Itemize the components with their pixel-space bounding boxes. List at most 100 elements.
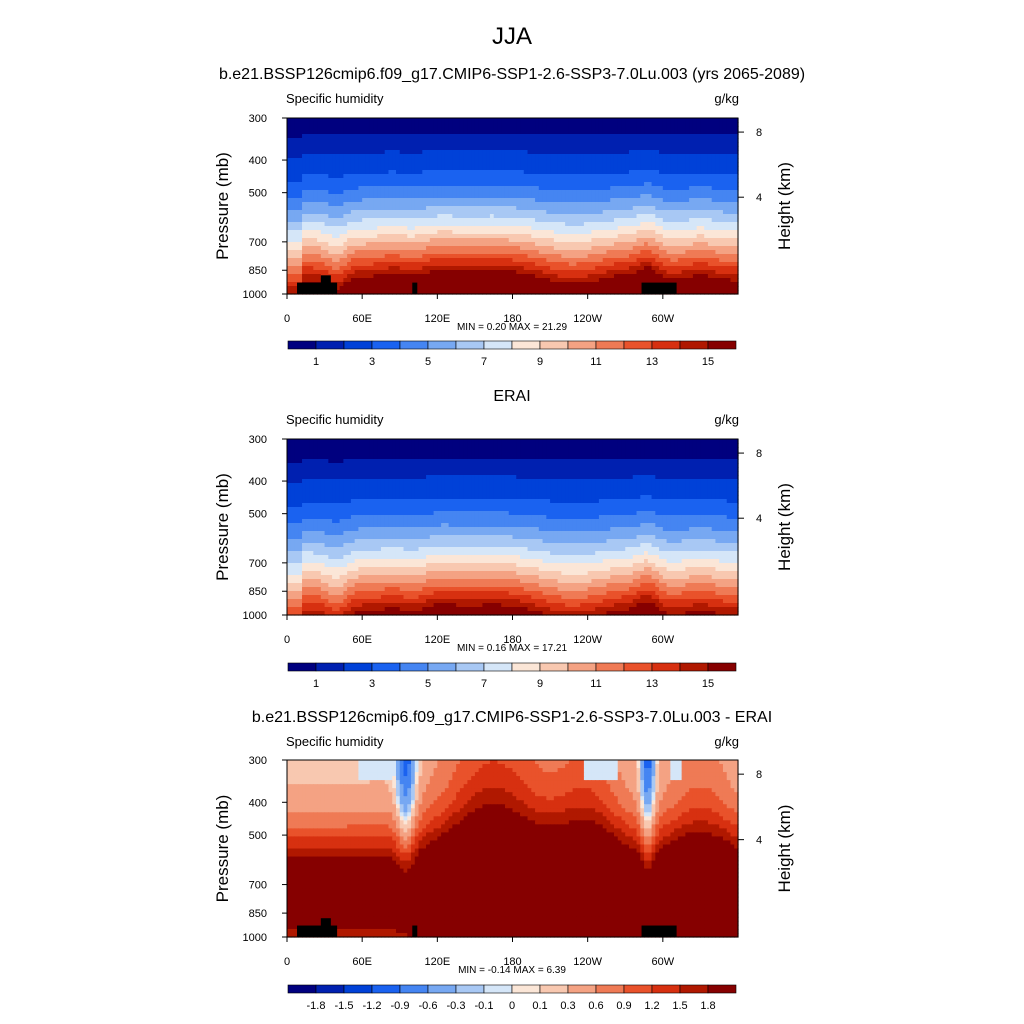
heatmap-cell <box>662 222 668 227</box>
heatmap-cell <box>358 166 363 171</box>
heatmap-cell <box>583 266 589 271</box>
heatmap-cell <box>365 194 371 199</box>
heatmap-cell <box>655 122 660 127</box>
heatmap-cell <box>497 130 502 135</box>
heatmap-cell <box>347 122 352 127</box>
heatmap-cell <box>640 198 645 203</box>
heatmap-cell <box>689 182 694 187</box>
heatmap-cell <box>557 198 562 203</box>
heatmap-cell <box>501 174 506 179</box>
heatmap-cell <box>362 214 367 219</box>
heatmap-cell <box>613 218 619 223</box>
heatmap-cell <box>486 238 491 243</box>
heatmap-cell <box>606 150 611 155</box>
heatmap-cell <box>486 134 491 139</box>
heatmap-cell <box>568 198 574 203</box>
heatmap-cell <box>523 154 529 159</box>
heatmap-cell <box>332 258 337 263</box>
heatmap-cell <box>666 166 671 171</box>
heatmap-cell <box>350 166 356 171</box>
heatmap-cell <box>617 270 623 275</box>
heatmap-cell <box>580 162 585 167</box>
heatmap-cell <box>493 170 499 175</box>
heatmap-cell <box>527 206 532 211</box>
heatmap-cell <box>647 242 653 247</box>
heatmap-cell <box>478 194 484 199</box>
heatmap-cell <box>704 234 709 239</box>
heatmap-cell <box>568 230 574 235</box>
heatmap-cell <box>565 258 570 263</box>
heatmap-cell <box>674 262 679 267</box>
heatmap-cell <box>576 226 581 231</box>
heatmap-cell <box>707 118 713 123</box>
heatmap-cell <box>674 246 679 251</box>
heatmap-cell <box>625 174 630 179</box>
heatmap-cell <box>550 262 555 267</box>
heatmap-cell <box>482 222 487 227</box>
heatmap-cell <box>358 238 363 243</box>
heatmap-cell <box>542 234 547 239</box>
heatmap-cell <box>595 266 600 271</box>
heatmap-cell <box>399 242 405 247</box>
heatmap-cell <box>685 138 690 143</box>
heatmap-cell <box>463 182 468 187</box>
heatmap-cell <box>317 274 322 279</box>
heatmap-cell <box>666 214 671 219</box>
heatmap-cell <box>287 182 292 187</box>
heatmap-cell <box>550 202 555 207</box>
heatmap-cell <box>433 202 438 207</box>
heatmap-cell <box>662 266 668 271</box>
heatmap-cell <box>700 178 705 183</box>
heatmap-cell <box>726 150 732 155</box>
heatmap-cell <box>655 170 660 175</box>
heatmap-cell <box>629 274 634 279</box>
heatmap-cell <box>674 218 679 223</box>
heatmap-cell <box>392 170 397 175</box>
heatmap-cell <box>414 234 420 239</box>
heatmap-cell <box>520 246 525 251</box>
heatmap-cell <box>388 194 393 199</box>
heatmap-cell <box>365 118 371 123</box>
heatmap-cell <box>384 146 390 151</box>
heatmap-cell <box>339 250 344 255</box>
heatmap-cell <box>444 146 450 151</box>
heatmap-cell <box>651 226 656 231</box>
heatmap-cell <box>595 222 600 227</box>
heatmap-cell <box>591 126 596 131</box>
heatmap-cell <box>474 210 480 215</box>
heatmap-cell <box>576 154 581 159</box>
heatmap-cell <box>692 234 698 239</box>
heatmap-cell <box>576 278 581 283</box>
heatmap-cell <box>456 194 461 199</box>
heatmap-cell <box>358 182 363 187</box>
heatmap-cell <box>493 254 499 259</box>
heatmap-cell <box>689 162 694 167</box>
heatmap-cell <box>553 230 559 235</box>
heatmap-cell <box>591 206 596 211</box>
heatmap-cell <box>535 238 540 243</box>
heatmap-cell <box>317 166 322 171</box>
heatmap-cell <box>287 278 292 283</box>
heatmap-cell <box>587 122 593 127</box>
heatmap-cell <box>647 134 653 139</box>
heatmap-cell <box>644 186 649 191</box>
heatmap-cell <box>429 242 435 247</box>
heatmap-cell <box>531 126 536 131</box>
heatmap-cell <box>629 126 634 131</box>
heatmap-cell <box>388 126 393 131</box>
heatmap-cell <box>320 158 326 163</box>
heatmap-cell <box>707 154 713 159</box>
heatmap-cell <box>497 170 502 175</box>
heatmap-cell <box>568 194 574 199</box>
heatmap-cell <box>478 174 484 179</box>
heatmap-cell <box>546 270 551 275</box>
heatmap-cell <box>441 234 446 239</box>
heatmap-cell <box>595 262 600 267</box>
heatmap-cell <box>324 258 329 263</box>
heatmap-cell <box>595 146 600 151</box>
heatmap-cell <box>568 146 574 151</box>
heatmap-cell <box>365 258 371 263</box>
heatmap-cell <box>354 118 360 123</box>
heatmap-cell <box>696 134 702 139</box>
heatmap-cell <box>362 178 367 183</box>
